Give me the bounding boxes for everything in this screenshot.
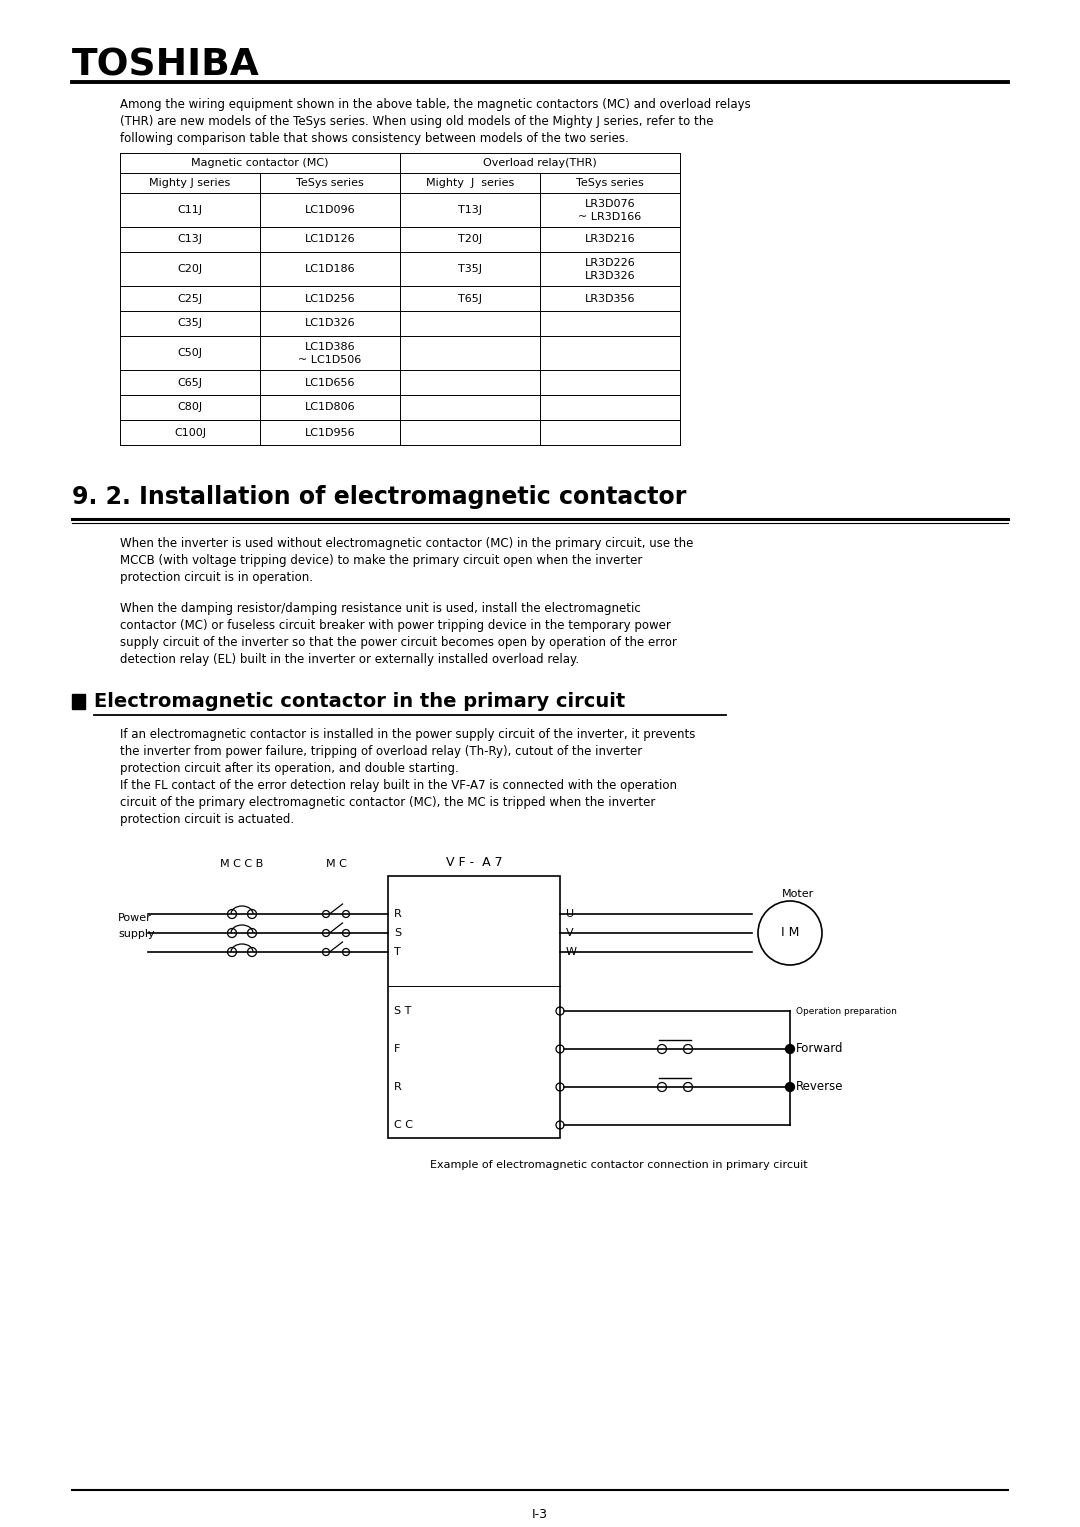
Text: V: V	[566, 928, 573, 938]
Text: V F -  A 7: V F - A 7	[446, 857, 502, 869]
Text: Mighty  J  series: Mighty J series	[426, 179, 514, 188]
Circle shape	[785, 1083, 795, 1092]
Text: circuit of the primary electromagnetic contactor (MC), the MC is tripped when th: circuit of the primary electromagnetic c…	[120, 796, 656, 809]
Text: C100J: C100J	[174, 428, 206, 438]
Text: C25J: C25J	[177, 293, 203, 304]
Text: LC1D656: LC1D656	[305, 377, 355, 388]
Bar	[72, 693, 85, 709]
Text: contactor (MC) or fuseless circuit breaker with power tripping device in the tem: contactor (MC) or fuseless circuit break…	[120, 618, 671, 632]
Text: Overload relay(THR): Overload relay(THR)	[483, 157, 597, 168]
Text: Forward: Forward	[796, 1043, 843, 1055]
Text: C C: C C	[394, 1119, 413, 1130]
Text: T: T	[394, 947, 401, 957]
Text: I M: I M	[781, 927, 799, 939]
Text: Among the wiring equipment shown in the above table, the magnetic contactors (MC: Among the wiring equipment shown in the …	[120, 98, 751, 111]
Text: TOSHIBA: TOSHIBA	[72, 47, 260, 84]
Text: LC1D256: LC1D256	[305, 293, 355, 304]
Text: If the FL contact of the error detection relay built in the VF-A7 is connected w: If the FL contact of the error detection…	[120, 779, 677, 793]
Text: LC1D326: LC1D326	[305, 319, 355, 328]
Text: T65J: T65J	[458, 293, 482, 304]
Text: T35J: T35J	[458, 264, 482, 273]
Bar	[388, 876, 561, 1138]
Text: supply circuit of the inverter so that the power circuit becomes open by operati: supply circuit of the inverter so that t…	[120, 637, 677, 649]
Text: Mighty J series: Mighty J series	[149, 179, 231, 188]
Text: LC1D126: LC1D126	[305, 235, 355, 244]
Text: C11J: C11J	[177, 205, 203, 215]
Text: LC1D386: LC1D386	[305, 342, 355, 353]
Text: Reverse: Reverse	[796, 1081, 843, 1093]
Text: Example of electromagnetic contactor connection in primary circuit: Example of electromagnetic contactor con…	[430, 1161, 808, 1170]
Text: T20J: T20J	[458, 235, 482, 244]
Text: Magnetic contactor (MC): Magnetic contactor (MC)	[191, 157, 328, 168]
Text: M C C B: M C C B	[220, 860, 264, 869]
Text: supply: supply	[118, 928, 154, 939]
Text: LC1D806: LC1D806	[305, 403, 355, 412]
Text: When the inverter is used without electromagnetic contactor (MC) in the primary : When the inverter is used without electr…	[120, 538, 693, 550]
Text: LC1D096: LC1D096	[305, 205, 355, 215]
Text: C20J: C20J	[177, 264, 203, 273]
Text: R: R	[394, 1083, 402, 1092]
Text: Electromagnetic contactor in the primary circuit: Electromagnetic contactor in the primary…	[94, 692, 625, 712]
Text: Operation preparation: Operation preparation	[796, 1006, 896, 1015]
Text: protection circuit after its operation, and double starting.: protection circuit after its operation, …	[120, 762, 459, 776]
Text: LR3D076: LR3D076	[584, 199, 635, 209]
Text: R: R	[394, 909, 402, 919]
Text: S T: S T	[394, 1006, 411, 1015]
Text: protection circuit is in operation.: protection circuit is in operation.	[120, 571, 313, 583]
Text: When the damping resistor/damping resistance unit is used, install the electroma: When the damping resistor/damping resist…	[120, 602, 640, 615]
Text: I-3: I-3	[532, 1509, 548, 1521]
Text: C13J: C13J	[177, 235, 203, 244]
Text: LC1D956: LC1D956	[305, 428, 355, 438]
Text: Power: Power	[118, 913, 152, 922]
Text: C50J: C50J	[177, 348, 203, 357]
Text: detection relay (EL) built in the inverter or externally installed overload rela: detection relay (EL) built in the invert…	[120, 654, 579, 666]
Text: U: U	[566, 909, 575, 919]
Text: C80J: C80J	[177, 403, 203, 412]
Text: C65J: C65J	[177, 377, 203, 388]
Text: LC1D186: LC1D186	[305, 264, 355, 273]
Text: M C: M C	[325, 860, 347, 869]
Text: TeSys series: TeSys series	[296, 179, 364, 188]
Text: the inverter from power failure, tripping of overload relay (Th-Ry), cutout of t: the inverter from power failure, trippin…	[120, 745, 643, 757]
Text: S: S	[394, 928, 401, 938]
Text: ~ LR3D166: ~ LR3D166	[579, 212, 642, 221]
Text: ~ LC1D506: ~ LC1D506	[298, 354, 362, 365]
Text: 9. 2. Installation of electromagnetic contactor: 9. 2. Installation of electromagnetic co…	[72, 486, 687, 508]
Text: LR3D216: LR3D216	[584, 235, 635, 244]
Circle shape	[785, 1044, 795, 1054]
Text: protection circuit is actuated.: protection circuit is actuated.	[120, 812, 294, 826]
Text: F: F	[394, 1044, 401, 1054]
Text: LR3D326: LR3D326	[584, 270, 635, 281]
Text: W: W	[566, 947, 577, 957]
Text: (THR) are new models of the TeSys series. When using old models of the Mighty J : (THR) are new models of the TeSys series…	[120, 115, 714, 128]
Text: TeSys series: TeSys series	[576, 179, 644, 188]
Text: MCCB (with voltage tripping device) to make the primary circuit open when the in: MCCB (with voltage tripping device) to m…	[120, 554, 643, 567]
Text: If an electromagnetic contactor is installed in the power supply circuit of the : If an electromagnetic contactor is insta…	[120, 728, 696, 741]
Text: LR3D226: LR3D226	[584, 258, 635, 269]
Text: following comparison table that shows consistency between models of the two seri: following comparison table that shows co…	[120, 131, 629, 145]
Text: C35J: C35J	[177, 319, 203, 328]
Text: T13J: T13J	[458, 205, 482, 215]
Text: LR3D356: LR3D356	[584, 293, 635, 304]
Text: Moter: Moter	[782, 889, 814, 899]
